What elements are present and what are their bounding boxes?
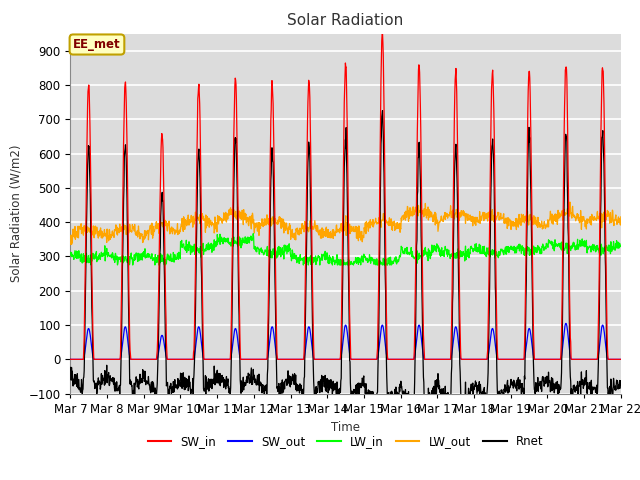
Title: Solar Radiation: Solar Radiation: [287, 13, 404, 28]
Y-axis label: Solar Radiation (W/m2): Solar Radiation (W/m2): [10, 145, 23, 282]
Legend: SW_in, SW_out, LW_in, LW_out, Rnet: SW_in, SW_out, LW_in, LW_out, Rnet: [143, 430, 548, 453]
Text: EE_met: EE_met: [73, 38, 121, 51]
X-axis label: Time: Time: [331, 421, 360, 434]
